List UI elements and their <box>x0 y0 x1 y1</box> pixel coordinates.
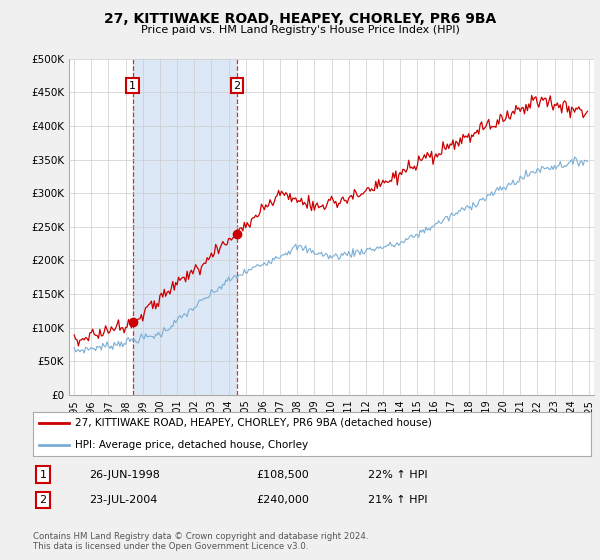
Text: 27, KITTIWAKE ROAD, HEAPEY, CHORLEY, PR6 9BA (detached house): 27, KITTIWAKE ROAD, HEAPEY, CHORLEY, PR6… <box>75 418 432 428</box>
Text: 1: 1 <box>129 81 136 91</box>
Text: 21% ↑ HPI: 21% ↑ HPI <box>368 495 427 505</box>
Text: Price paid vs. HM Land Registry's House Price Index (HPI): Price paid vs. HM Land Registry's House … <box>140 25 460 35</box>
Text: 2: 2 <box>233 81 241 91</box>
Text: £108,500: £108,500 <box>256 470 309 479</box>
Text: £240,000: £240,000 <box>256 495 309 505</box>
Text: HPI: Average price, detached house, Chorley: HPI: Average price, detached house, Chor… <box>75 440 308 450</box>
Text: 26-JUN-1998: 26-JUN-1998 <box>89 470 160 479</box>
Text: 23-JUL-2004: 23-JUL-2004 <box>89 495 157 505</box>
Text: 2: 2 <box>40 495 47 505</box>
Text: 1: 1 <box>40 470 47 479</box>
Text: 22% ↑ HPI: 22% ↑ HPI <box>368 470 427 479</box>
Text: 27, KITTIWAKE ROAD, HEAPEY, CHORLEY, PR6 9BA: 27, KITTIWAKE ROAD, HEAPEY, CHORLEY, PR6… <box>104 12 496 26</box>
Bar <box>133 59 237 395</box>
Text: Contains HM Land Registry data © Crown copyright and database right 2024.
This d: Contains HM Land Registry data © Crown c… <box>33 532 368 552</box>
